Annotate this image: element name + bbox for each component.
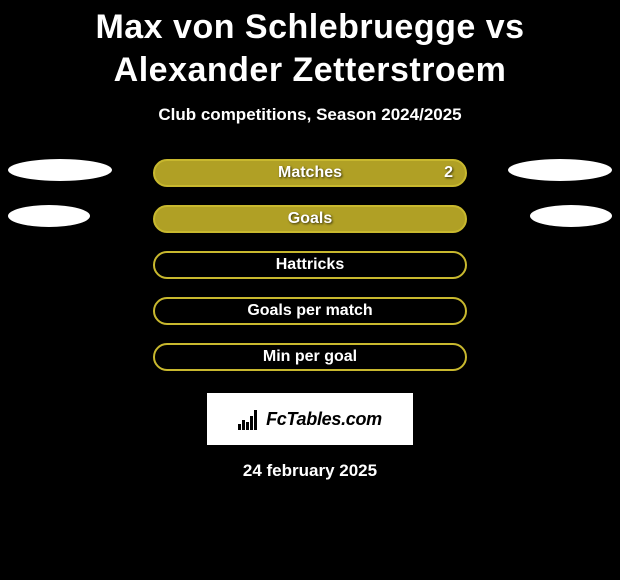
- comparison-row: Goals per match: [0, 297, 620, 325]
- comparison-row: Goals: [0, 205, 620, 233]
- date-label: 24 february 2025: [0, 461, 620, 481]
- subtitle: Club competitions, Season 2024/2025: [0, 105, 620, 125]
- page-title: Max von Schlebruegge vs Alexander Zetter…: [0, 0, 620, 91]
- comparison-row: Hattricks: [0, 251, 620, 279]
- stat-label: Goals: [155, 210, 465, 228]
- stat-label: Matches: [155, 164, 465, 182]
- stat-pill: Matches2: [153, 159, 467, 187]
- stat-label: Min per goal: [155, 348, 465, 366]
- stat-label: Hattricks: [155, 256, 465, 274]
- logo-text: FcTables.com: [266, 409, 382, 430]
- comparison-row: Matches2: [0, 159, 620, 187]
- comparison-rows: Matches2 Goals Hattricks Goals per match Min…: [0, 159, 620, 371]
- right-ellipse: [530, 205, 612, 227]
- stat-pill: Goals per match: [153, 297, 467, 325]
- logo-box: FcTables.com: [207, 393, 413, 445]
- left-ellipse: [8, 159, 112, 181]
- comparison-row: Min per goal: [0, 343, 620, 371]
- bars-icon: [238, 408, 260, 430]
- stat-label: Goals per match: [155, 302, 465, 320]
- stat-value-right: 2: [444, 164, 453, 182]
- stat-pill: Hattricks: [153, 251, 467, 279]
- stat-pill: Goals: [153, 205, 467, 233]
- right-ellipse: [508, 159, 612, 181]
- stat-pill: Min per goal: [153, 343, 467, 371]
- left-ellipse: [8, 205, 90, 227]
